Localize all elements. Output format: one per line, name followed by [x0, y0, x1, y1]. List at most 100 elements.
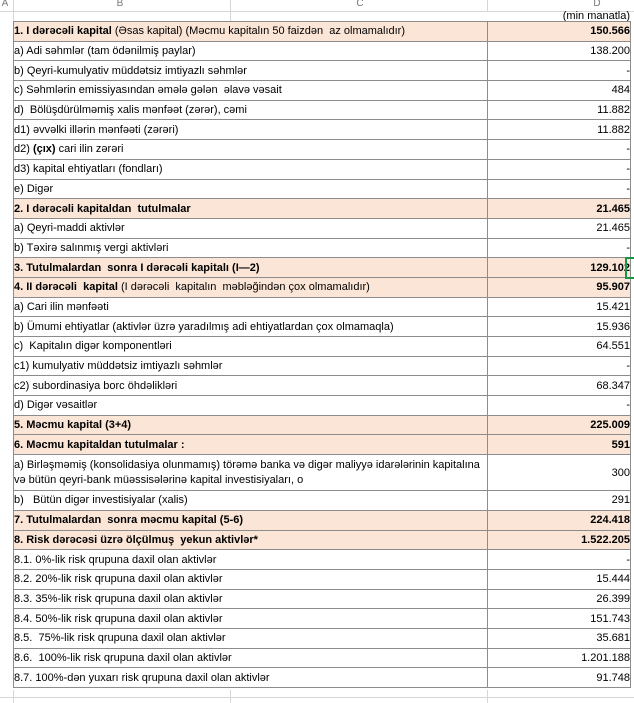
column-header-b[interactable]: B: [116, 0, 124, 9]
row-value[interactable]: 11.882: [487, 119, 631, 141]
selected-cell-border: [625, 257, 634, 279]
row-label[interactable]: b) Bütün digər investisiyalar (xalis): [13, 490, 488, 511]
table-row: 6. Məcmu kapitaldan tutulmalar :591: [13, 434, 631, 456]
table-row: b) Təxirə salınmış vergi aktivləri -: [13, 237, 631, 259]
table-row: d3) kapital ehtiyatları (fondları) -: [13, 158, 631, 180]
row-value[interactable]: 591: [487, 434, 631, 456]
row-value[interactable]: 291: [487, 490, 631, 511]
row-label[interactable]: c2) subordinasiya borc öhdəlikləri: [13, 375, 488, 397]
row-value[interactable]: 151.743: [487, 608, 631, 629]
row-label[interactable]: c1) kumulyativ müddətsiz imtiyazlı səhml…: [13, 355, 488, 377]
gridline: [230, 690, 231, 703]
row-value[interactable]: 64.551: [487, 336, 631, 357]
row-label[interactable]: 8.7. 100%-dən yuxarı risk qrupuna daxil …: [13, 667, 488, 688]
table-row: d) Digər vəsaitlər -: [13, 395, 631, 416]
row-label[interactable]: 8.5. 75%-lik risk qrupuna daxil olan akt…: [13, 627, 488, 649]
table-row: 8.6. 100%-lik risk qrupuna daxil olan ak…: [13, 647, 631, 669]
row-value[interactable]: -: [487, 158, 631, 180]
column-header-a[interactable]: A: [1, 0, 9, 9]
row-label[interactable]: 8.6. 100%-lik risk qrupuna daxil olan ak…: [13, 647, 488, 669]
row-value[interactable]: 68.347: [487, 375, 631, 397]
row-value[interactable]: 35.681: [487, 627, 631, 649]
row-label[interactable]: 6. Məcmu kapitaldan tutulmalar :: [13, 434, 488, 456]
row-label[interactable]: e) Digər: [13, 178, 488, 200]
table-row: 7. Tutulmalardan sonra məcmu kapital (5-…: [13, 509, 631, 531]
column-header-c[interactable]: C: [356, 0, 364, 9]
row-label[interactable]: 8.1. 0%-lik risk qrupuna daxil olan akti…: [13, 549, 488, 570]
row-label[interactable]: 7. Tutulmalardan sonra məcmu kapital (5-…: [13, 509, 488, 531]
table-row: e) Digər -: [13, 178, 631, 200]
row-label[interactable]: a) Cari ilin mənfəəti: [13, 296, 488, 318]
row-value[interactable]: 129.102: [487, 257, 631, 278]
row-label[interactable]: 5. Məcmu kapital (3+4): [13, 414, 488, 436]
row-label-part: 1. I dərəcəli kapital: [14, 25, 115, 38]
row-value[interactable]: 21.465: [487, 217, 631, 239]
row-value[interactable]: 11.882: [487, 99, 631, 121]
row-label[interactable]: b) Təxirə salınmış vergi aktivləri: [13, 237, 488, 259]
table-row: 8.2. 20%-lik risk qrupuna daxil olan akt…: [13, 568, 631, 590]
row-value[interactable]: 300: [487, 454, 631, 492]
row-label[interactable]: b) Qeyri-kumulyativ müddətsiz imtiyazlı …: [13, 60, 488, 82]
row-label-part: (Əsas kapital) (Məcmu kapitalın 50 faizd…: [114, 25, 405, 38]
row-value[interactable]: 225.009: [487, 414, 631, 436]
row-label[interactable]: c) Kapitalın digər komponentləri: [13, 336, 488, 357]
row-value[interactable]: 21.465: [487, 198, 631, 219]
row-label[interactable]: 8.4. 50%-lik risk qrupuna daxil olan akt…: [13, 608, 488, 629]
row-value[interactable]: 1.522.205: [487, 529, 631, 551]
table-row: c1) kumulyativ müddətsiz imtiyazlı səhml…: [13, 355, 631, 377]
row-label[interactable]: b) Ümumi ehtiyatlar (aktivlər üzrə yarad…: [13, 316, 488, 337]
row-label[interactable]: a) Qeyri-maddi aktivlər: [13, 217, 488, 239]
row-value[interactable]: -: [487, 549, 631, 570]
row-value[interactable]: 15.444: [487, 568, 631, 590]
row-label[interactable]: d2) (çıx) cari ilin zərəri: [13, 139, 488, 160]
row-label-part: 4. II dərəcəli kapital: [14, 281, 121, 294]
column-header-strip: A B C D: [0, 0, 634, 11]
row-value[interactable]: 224.418: [487, 509, 631, 531]
row-value[interactable]: 15.421: [487, 296, 631, 318]
table-row: 8. Risk dərəcəsi üzrə ölçülmuş yekun akt…: [13, 529, 631, 551]
row-label[interactable]: d1) əvvəlki illərin mənfəəti (zərəri): [13, 119, 488, 141]
gridline: [0, 11, 634, 12]
table-row: 8.1. 0%-lik risk qrupuna daxil olan akti…: [13, 549, 631, 570]
row-label[interactable]: d) Bölüşdürülməmiş xalis mənfəət (zərər)…: [13, 99, 488, 121]
row-value[interactable]: 26.399: [487, 588, 631, 610]
row-label[interactable]: d3) kapital ehtiyatları (fondları): [13, 158, 488, 180]
row-value[interactable]: 15.936: [487, 316, 631, 337]
row-value[interactable]: 150.566: [487, 21, 631, 42]
table-row: 8.3. 35%-lik risk qrupuna daxil olan akt…: [13, 588, 631, 610]
row-value[interactable]: -: [487, 237, 631, 259]
row-label[interactable]: 1. I dərəcəli kapital (Əsas kapital) (Mə…: [13, 21, 488, 42]
gridline: [487, 0, 488, 11]
row-value[interactable]: -: [487, 395, 631, 416]
row-label[interactable]: 8.3. 35%-lik risk qrupuna daxil olan akt…: [13, 588, 488, 610]
table-row: 8.5. 75%-lik risk qrupuna daxil olan akt…: [13, 627, 631, 649]
row-label[interactable]: 4. II dərəcəli kapital (I dərəcəli kapit…: [13, 276, 488, 298]
row-value[interactable]: 484: [487, 80, 631, 101]
row-label[interactable]: 8. Risk dərəcəsi üzrə ölçülmuş yekun akt…: [13, 529, 488, 551]
table-row: a) Qeyri-maddi aktivlər 21.465: [13, 217, 631, 239]
table-row: a) Birləşməmiş (konsolidasiya olunmamış)…: [13, 454, 631, 492]
row-value[interactable]: -: [487, 60, 631, 82]
gridline: [0, 697, 634, 698]
table-row: b) Bütün digər investisiyalar (xalis) 291: [13, 490, 631, 511]
row-value[interactable]: 1.201.188: [487, 647, 631, 669]
row-label[interactable]: d) Digər vəsaitlər: [13, 395, 488, 416]
row-value[interactable]: 138.200: [487, 40, 631, 62]
unit-note: (min manatla): [562, 10, 630, 22]
row-label[interactable]: a) Adi səhmlər (tam ödənilmiş paylar): [13, 40, 488, 62]
gridline: [13, 690, 14, 703]
row-label[interactable]: c) Səhmlərin emissiyasından əmələ gələn …: [13, 80, 488, 101]
row-label[interactable]: 8.2. 20%-lik risk qrupuna daxil olan akt…: [13, 568, 488, 590]
row-value[interactable]: -: [487, 178, 631, 200]
row-label[interactable]: a) Birləşməmiş (konsolidasiya olunmamış)…: [13, 454, 488, 492]
column-header-d[interactable]: D: [593, 0, 601, 9]
table-row: 1. I dərəcəli kapital (Əsas kapital) (Mə…: [13, 21, 631, 42]
row-label[interactable]: 3. Tutulmalardan sonra I dərəcəli kapita…: [13, 257, 488, 278]
row-value[interactable]: -: [487, 355, 631, 377]
row-label-part: cari ilin zərəri: [55, 143, 124, 156]
row-label[interactable]: 2. I dərəcəli kapitaldan tutulmalar: [13, 198, 488, 219]
row-value[interactable]: 91.748: [487, 667, 631, 688]
row-value[interactable]: -: [487, 139, 631, 160]
gridline: [487, 690, 488, 703]
row-value[interactable]: 95.907: [487, 276, 631, 298]
